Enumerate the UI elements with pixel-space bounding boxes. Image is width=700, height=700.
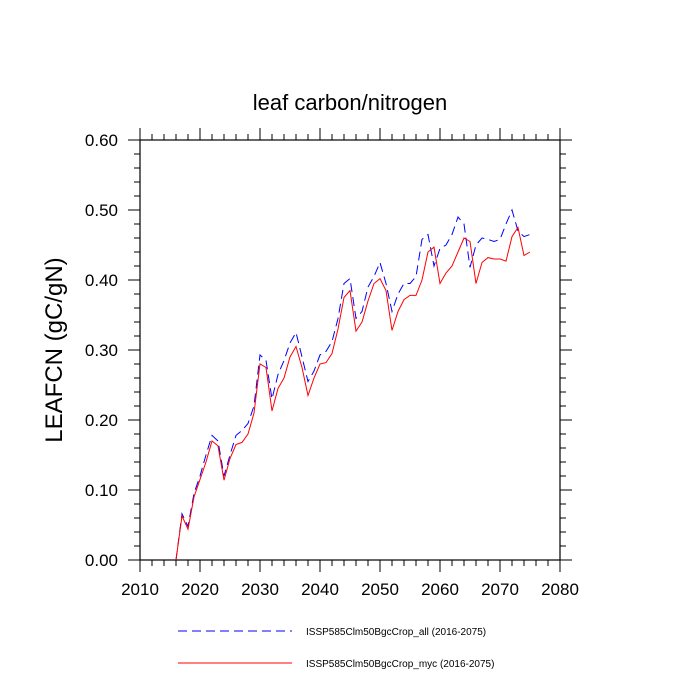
series-line-2: [175, 226, 531, 561]
y-tick-label: 0.50: [85, 201, 118, 220]
x-tick-label: 2020: [181, 580, 219, 599]
y-tick-label: 0.00: [85, 551, 118, 570]
x-tick-label: 2050: [361, 580, 399, 599]
x-tick-label: 2080: [541, 580, 579, 599]
series-layer: [175, 208, 531, 561]
legend-label-2: ISSP585Clm50BgcCrop_myc (2016-2075): [306, 659, 494, 670]
chart-title: leaf carbon/nitrogen: [253, 90, 447, 115]
x-tick-label: 2060: [421, 580, 459, 599]
x-tick-label: 2070: [481, 580, 519, 599]
legend: ISSP585Clm50BgcCrop_all (2016-2075) ISSP5…: [178, 627, 494, 670]
series-line-1: [175, 208, 531, 561]
x-tick-label: 2010: [121, 580, 159, 599]
y-tick-label: 0.60: [85, 131, 118, 150]
axis-ticks: 2010 2020 2030 2040 2050 2060 2070 2080 0.00 0.10…: [85, 128, 579, 599]
y-tick-label: 0.30: [85, 341, 118, 360]
x-tick-label: 2040: [301, 580, 339, 599]
x-tick-label: 2030: [241, 580, 279, 599]
legend-label-1: ISSP585Clm50BgcCrop_all (2016-2075): [306, 627, 486, 638]
y-tick-label: 0.40: [85, 271, 118, 290]
plot-frame: [139, 139, 561, 561]
y-tick-label: 0.20: [85, 411, 118, 430]
y-tick-label: 0.10: [85, 481, 118, 500]
y-axis-label: LEAFCN (gC/gN): [41, 257, 68, 442]
